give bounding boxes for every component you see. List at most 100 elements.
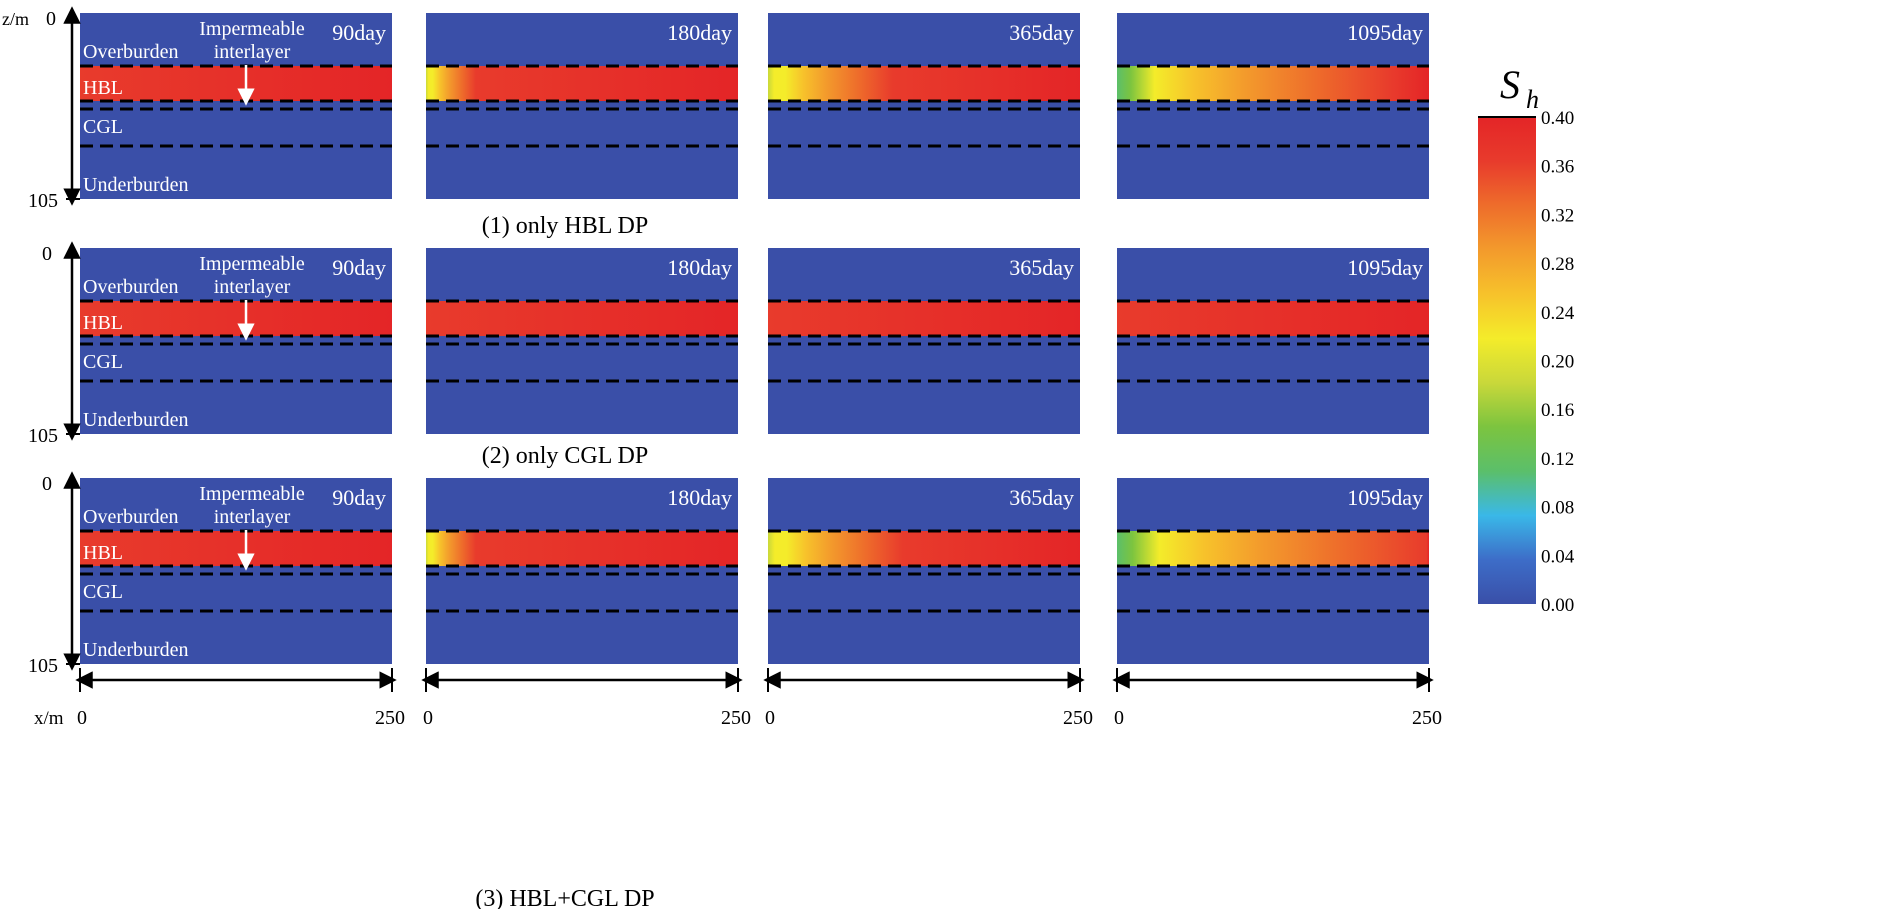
layer-labels-row-0: Overburden HBL CGL Underburden Impermeablein… (83, 18, 305, 196)
z-min-label: 0 (42, 243, 52, 265)
colorbar-tick-label: 0.24 (1541, 303, 1575, 324)
panel-background (1117, 248, 1429, 434)
panel-1-3: 1095day (1117, 248, 1429, 434)
x-max-label: 250 (375, 707, 405, 729)
time-label: 1095day (1347, 485, 1423, 510)
z-max-label: 105 (28, 190, 58, 212)
time-label: 90day (332, 20, 386, 45)
panel-1-2: 365day (768, 248, 1080, 434)
colorbar-tick-label: 0.16 (1541, 400, 1574, 421)
panel-background (80, 478, 392, 664)
panel-background (768, 248, 1080, 434)
colorbar-title-subscript: h (1526, 85, 1539, 114)
time-label: 1095day (1347, 255, 1423, 280)
panel-background (1117, 13, 1429, 199)
z-max-label: 105 (28, 425, 58, 447)
x-max-label: 250 (1412, 707, 1442, 729)
hbl-label: HBL (83, 312, 123, 334)
colorbar (1478, 117, 1536, 604)
hbl-saturation-band (80, 301, 392, 336)
hbl-saturation-band (426, 66, 738, 101)
z-min-label: 0 (42, 473, 52, 495)
time-label: 180day (667, 485, 732, 510)
panel-2-0: 90day (80, 478, 392, 664)
colorbar-tick-label: 0.04 (1541, 546, 1575, 567)
time-label: 365day (1009, 20, 1074, 45)
hbl-label: HBL (83, 77, 123, 99)
colorbar-tick-label: 0.28 (1541, 254, 1574, 275)
interlayer-label-line2: interlayer (214, 41, 291, 63)
hbl-saturation-band (80, 66, 392, 101)
colorbar-title: S (1500, 62, 1520, 107)
hbl-saturation-band (1117, 531, 1429, 566)
panel-background (80, 13, 392, 199)
panel-0-2: 365day (768, 13, 1080, 199)
layer-labels-row-2: Overburden HBL CGL Underburden Impermeablein… (83, 483, 305, 661)
panel-background (426, 478, 738, 664)
underburden-label: Underburden (83, 174, 189, 196)
panel-background (80, 248, 392, 434)
colorbar-tick-label: 0.08 (1541, 498, 1574, 519)
colorbar-tick-label: 0.00 (1541, 595, 1574, 616)
x-min-label: 0 (423, 707, 433, 729)
x-min-label: 0 (77, 707, 87, 729)
panel-0-3: 1095day (1117, 13, 1429, 199)
panel-background (768, 13, 1080, 199)
panel-2-1: 180day (426, 478, 738, 664)
time-label: 365day (1009, 485, 1074, 510)
panel-0-1: 180day (426, 13, 738, 199)
hbl-saturation-band (768, 301, 1080, 336)
cgl-label: CGL (83, 116, 123, 138)
hbl-label: HBL (83, 542, 123, 564)
time-label: 180day (667, 20, 732, 45)
time-label: 90day (332, 255, 386, 280)
overburden-label: Overburden (83, 41, 179, 63)
time-label: 180day (667, 255, 732, 280)
panel-2-2: 365day (768, 478, 1080, 664)
colorbar-tick-label: 0.32 (1541, 205, 1574, 226)
panel-background (768, 478, 1080, 664)
underburden-label: Underburden (83, 639, 189, 661)
panel-background (426, 248, 738, 434)
hbl-saturation-band (426, 301, 738, 336)
hbl-saturation-band (1117, 66, 1429, 101)
panel-background (426, 13, 738, 199)
hbl-saturation-band (768, 66, 1080, 101)
colorbar-tick-label: 0.40 (1541, 108, 1574, 129)
row-caption: (3) HBL+CGL DP (475, 886, 654, 909)
z-min-label: 0 (46, 8, 56, 30)
colorbar-tick-label: 0.20 (1541, 352, 1574, 373)
interlayer-label-line1: Impermeable (199, 18, 305, 40)
time-label: 90day (332, 485, 386, 510)
panel-background (1117, 478, 1429, 664)
time-label: 1095day (1347, 20, 1423, 45)
interlayer-label-line1: Impermeable (199, 483, 305, 505)
overburden-label: Overburden (83, 276, 179, 298)
colorbar-tick-label: 0.36 (1541, 157, 1574, 178)
colorbar-tick-label: 0.12 (1541, 449, 1574, 470)
x-min-label: 0 (765, 707, 775, 729)
z-max-label: 105 (28, 655, 58, 677)
time-label: 365day (1009, 255, 1074, 280)
underburden-label: Underburden (83, 409, 189, 431)
panel-0-0: 90day (80, 13, 392, 199)
z-axis-label: z/m (2, 9, 29, 29)
interlayer-label-line2: interlayer (214, 506, 291, 528)
layer-labels-row-1: Overburden HBL CGL Underburden Impermeablein… (83, 253, 305, 431)
cgl-label: CGL (83, 351, 123, 373)
x-max-label: 250 (721, 707, 751, 729)
x-axis-label: x/m (34, 708, 64, 729)
interlayer-label-line2: interlayer (214, 276, 291, 298)
overburden-label: Overburden (83, 506, 179, 528)
x-min-label: 0 (1114, 707, 1124, 729)
interlayer-label-line1: Impermeable (199, 253, 305, 275)
hbl-saturation-band (426, 531, 738, 566)
row-caption: (1) only HBL DP (482, 213, 648, 239)
x-max-label: 250 (1063, 707, 1093, 729)
cgl-label: CGL (83, 581, 123, 603)
panel-2-3: 1095day (1117, 478, 1429, 664)
panel-1-0: 90day (80, 248, 392, 434)
hbl-saturation-band (1117, 301, 1429, 336)
row-caption: (2) only CGL DP (482, 443, 648, 469)
